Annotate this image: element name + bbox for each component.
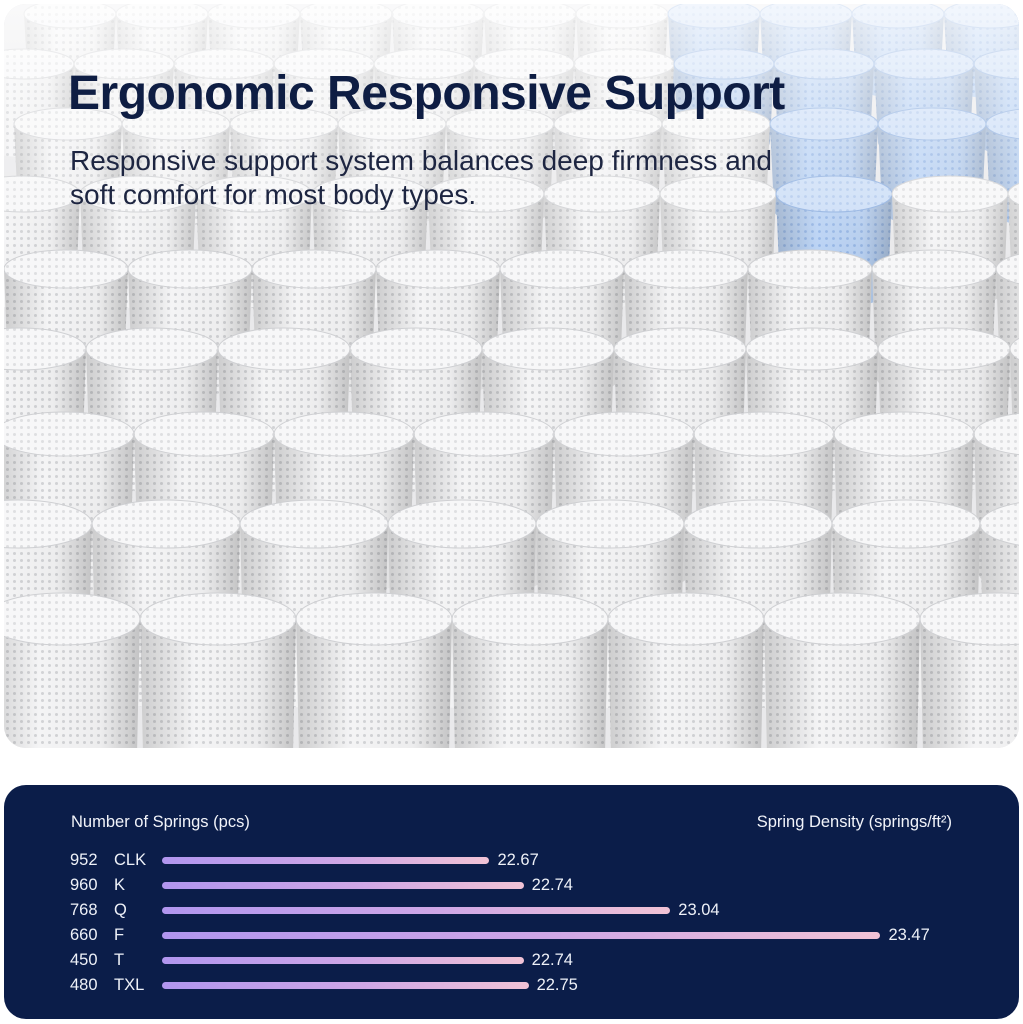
mattress-size: CLK — [114, 851, 147, 869]
springs-count-heading: Number of Springs (pcs) — [71, 813, 250, 831]
density-bar — [162, 857, 490, 864]
spec-row-txl: 480 TXL 22.75 — [4, 974, 1019, 996]
pocket-coil-illustration — [4, 4, 1019, 748]
density-bar — [162, 907, 671, 914]
density-value: 22.75 — [536, 976, 578, 994]
density-value: 23.04 — [678, 901, 720, 919]
spring-count: 960 — [70, 876, 98, 894]
density-bar — [162, 882, 524, 889]
coil-pocket — [763, 592, 921, 748]
density-value: 22.74 — [531, 876, 573, 894]
coil-pocket — [451, 592, 609, 748]
density-value: 22.74 — [531, 951, 573, 969]
spring-count: 480 — [70, 976, 98, 994]
subheadline: Responsive support system balances deep … — [70, 145, 772, 210]
spec-row-clk: 952 CLK 22.67 — [4, 849, 1019, 871]
spring-density-heading: Spring Density (springs/ft²) — [756, 813, 952, 831]
headline: Ergonomic Responsive Support — [68, 67, 785, 120]
spring-count: 450 — [70, 951, 98, 969]
density-value: 23.47 — [888, 926, 930, 944]
density-value: 22.67 — [497, 851, 539, 869]
spring-count: 768 — [70, 901, 98, 919]
coil-pocket — [139, 592, 297, 748]
spring-count: 952 — [70, 851, 98, 869]
mattress-size: F — [114, 926, 125, 944]
spec-row-q: 768 Q 23.04 — [4, 899, 1019, 921]
spring-count: 660 — [70, 926, 98, 944]
density-bar — [162, 982, 529, 989]
spring-photo — [4, 4, 1019, 748]
spring-spec-panel: Number of Springs (pcs) Spring Density (… — [4, 785, 1019, 1019]
density-bar — [162, 957, 524, 964]
mattress-size: Q — [114, 901, 127, 919]
density-bar — [162, 932, 881, 939]
spec-row-k: 960 K 22.74 — [4, 874, 1019, 896]
coil-pocket — [607, 592, 765, 748]
mattress-size: K — [114, 876, 126, 894]
mattress-size: TXL — [114, 976, 145, 994]
coil-pocket — [4, 592, 141, 748]
spec-row-t: 450 T 22.74 — [4, 949, 1019, 971]
spec-row-f: 660 F 23.47 — [4, 924, 1019, 946]
coil-pocket — [919, 592, 1019, 748]
coil-pocket — [295, 592, 453, 748]
mattress-size: T — [114, 951, 125, 969]
